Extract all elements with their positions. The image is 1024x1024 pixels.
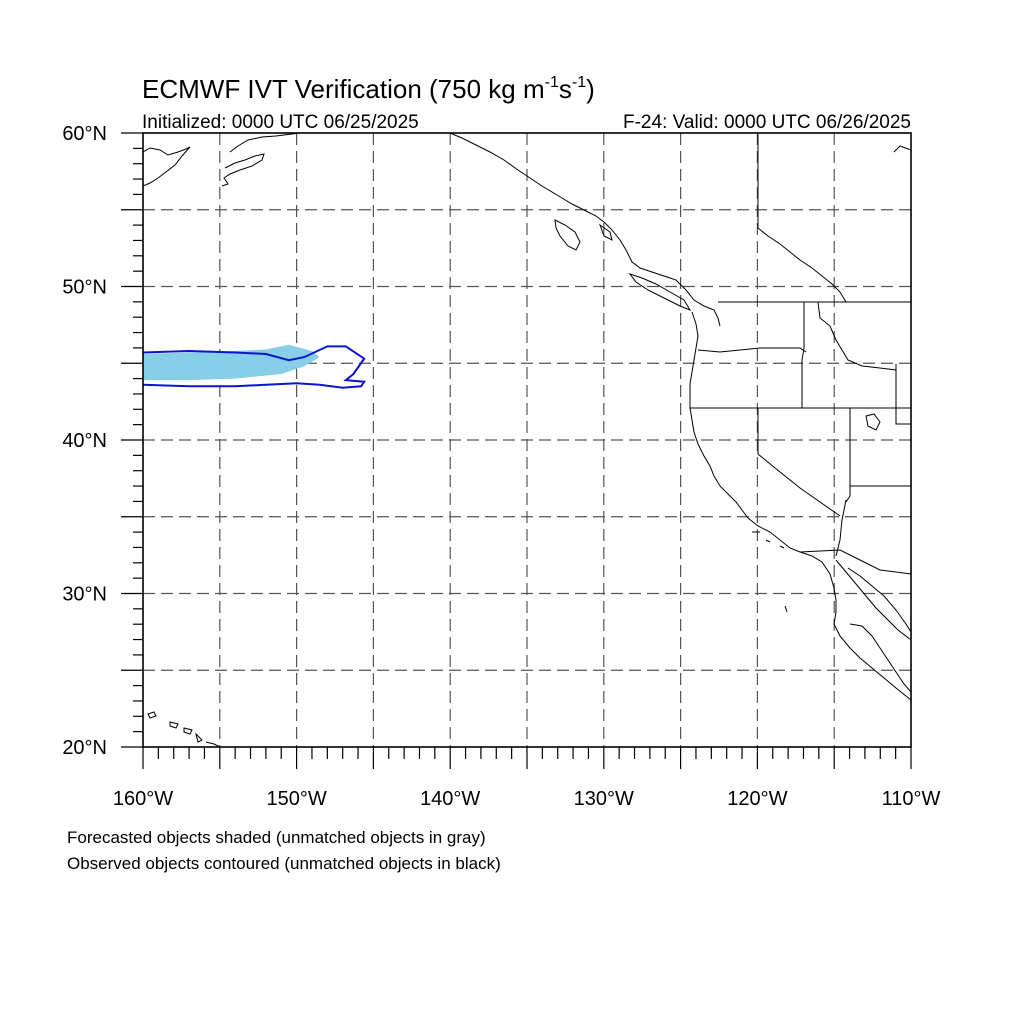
alaska-coast-3 <box>229 133 301 153</box>
hawaii-5 <box>205 741 221 747</box>
lon-label: 110°W <box>882 788 941 810</box>
coastlines <box>143 133 911 747</box>
wa-or-border <box>697 347 807 353</box>
map-area <box>142 132 912 748</box>
lat-label: 20°N <box>62 737 107 759</box>
great-salt-lake <box>865 413 881 431</box>
grid-lines <box>143 133 911 747</box>
us-west-coast <box>689 311 911 701</box>
observed-note: Observed objects contoured (unmatched ob… <box>67 854 501 873</box>
alaska-coast <box>143 146 191 187</box>
lon-label: 140°W <box>420 788 480 810</box>
baja-gulf <box>835 559 911 641</box>
baja-south <box>849 623 911 693</box>
bc-islands-1 <box>554 219 581 251</box>
lon-label: 120°W <box>727 788 787 810</box>
nv-az-border <box>845 408 851 503</box>
bc-alberta-border <box>757 133 847 303</box>
forecast-note: Forecasted objects shaded (unmatched obj… <box>67 828 486 847</box>
lat-label: 60°N <box>62 123 107 145</box>
axis-ticks <box>121 132 912 769</box>
lon-label: 160°W <box>113 788 173 810</box>
observed-object-contour <box>143 345 366 389</box>
longitude-labels: 160°W 150°W 140°W 130°W 120°W 110°W <box>113 788 941 810</box>
lat-label: 30°N <box>62 584 107 606</box>
channel-islands <box>752 531 785 549</box>
valid-time: F-24: Valid: 0000 UTC 06/26/2025 <box>623 112 911 133</box>
guadalupe-island <box>784 605 788 613</box>
latitude-labels: 60°N 50°N 40°N 30°N 20°N <box>62 123 107 759</box>
lon-label: 150°W <box>266 788 326 810</box>
alberta-sask-border <box>893 145 911 153</box>
vancouver-island <box>628 273 692 312</box>
map-title: ECMWF IVT Verification (750 kg m-1s-1) <box>142 74 595 104</box>
hawaii-3 <box>183 727 193 735</box>
mexico-coast <box>847 567 911 633</box>
hawaii-2 <box>169 721 179 729</box>
ca-nv-border <box>757 408 841 517</box>
initialized-time: Initialized: 0000 UTC 06/25/2025 <box>142 112 419 133</box>
lat-label: 40°N <box>62 430 107 452</box>
bc-coast <box>611 229 721 327</box>
ut-co-border <box>895 364 911 425</box>
hawaii-1 <box>147 711 157 719</box>
lon-label: 130°W <box>574 788 634 810</box>
forecast-object-shaded <box>143 344 320 381</box>
lat-label: 50°N <box>62 277 107 299</box>
mt-id-border <box>817 301 897 371</box>
colorado-river <box>835 499 847 557</box>
hawaii-4 <box>195 732 203 743</box>
alaska-coast-2 <box>221 153 265 187</box>
id-border <box>801 302 805 408</box>
us-mexico-border <box>799 549 911 575</box>
alaska-panhandle <box>449 133 613 231</box>
bc-islands-2 <box>598 223 613 241</box>
